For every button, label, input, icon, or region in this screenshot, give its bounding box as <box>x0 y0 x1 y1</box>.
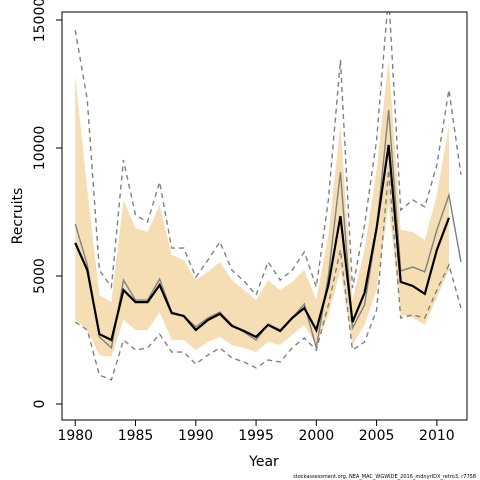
y-tick-label: 5000 <box>32 258 48 294</box>
series-line <box>74 169 462 381</box>
x-tick-label: 1995 <box>238 428 274 444</box>
series-line <box>74 144 450 342</box>
y-tick-label: 10000 <box>32 126 48 171</box>
x-tick-label: 1990 <box>178 428 214 444</box>
footnote: stockassessment.org, NEA_MAC_WGWIDE_2016… <box>293 474 476 480</box>
x-tick-label: 1985 <box>118 428 154 444</box>
confidence-band <box>75 59 449 357</box>
x-tick-label: 2010 <box>419 428 455 444</box>
plot-area <box>74 12 462 381</box>
y-tick-label: 0 <box>32 400 48 409</box>
x-tick-label: 2000 <box>299 428 335 444</box>
x-tick-label: 1980 <box>57 428 93 444</box>
x-tick-label: 2005 <box>359 428 395 444</box>
y-tick-label: 15000 <box>32 0 48 42</box>
series-line <box>74 12 462 297</box>
y-axis-label: Recruits <box>10 188 26 245</box>
x-axis-label: Year <box>248 454 279 470</box>
